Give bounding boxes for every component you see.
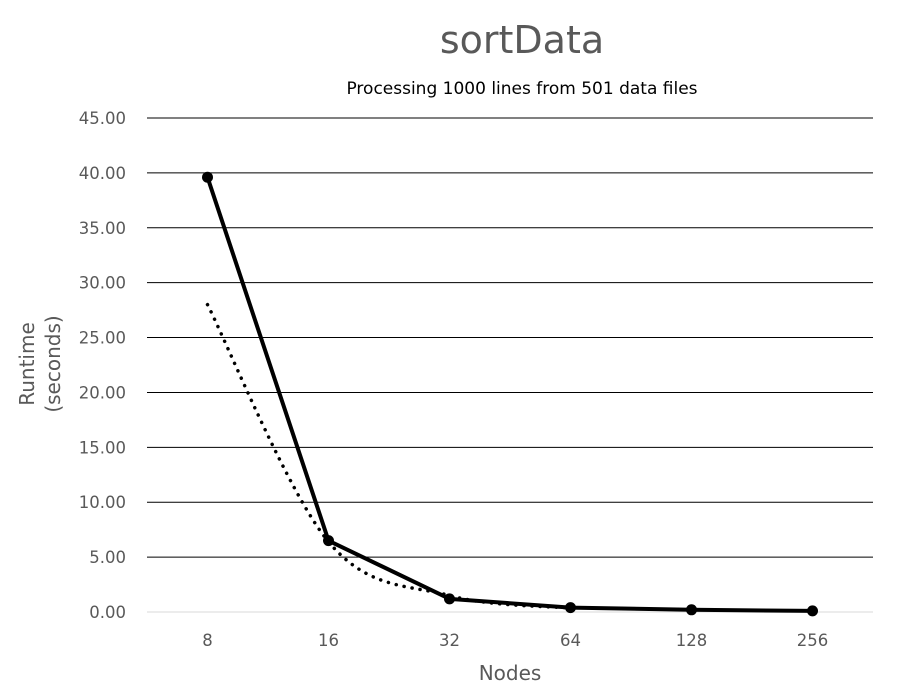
gridlines bbox=[147, 117, 873, 613]
y-axis-label-line-2: (seconds) bbox=[41, 315, 65, 412]
y-tick-label: 0.00 bbox=[89, 603, 126, 622]
series-line-0 bbox=[205, 176, 813, 613]
x-tick-labels: 8 16 32 64 128 256 bbox=[202, 631, 828, 650]
y-tick-labels: 0.00 5.00 10.00 15.00 20.00 25.00 30.00 35.00 40… bbox=[79, 109, 126, 622]
y-tick-label: 45.00 bbox=[79, 109, 126, 128]
data-point bbox=[202, 171, 213, 183]
y-tick-label: 20.00 bbox=[79, 383, 126, 402]
data-point bbox=[444, 593, 455, 605]
y-tick-label: 15.00 bbox=[79, 438, 126, 457]
y-tick-label: 30.00 bbox=[79, 274, 126, 293]
y-tick-label: 40.00 bbox=[79, 164, 126, 183]
x-tick-label: 64 bbox=[560, 631, 581, 650]
chart-subtitle: Processing 1000 lines from 501 data file… bbox=[346, 79, 697, 99]
x-axis-label: Nodes bbox=[479, 661, 542, 685]
x-tick-label: 8 bbox=[202, 631, 213, 650]
x-tick-label: 16 bbox=[318, 631, 339, 650]
data-point bbox=[807, 605, 818, 617]
data-point bbox=[686, 604, 697, 616]
y-tick-label: 25.00 bbox=[79, 329, 126, 348]
x-tick-label: 256 bbox=[797, 631, 829, 650]
series bbox=[202, 171, 818, 617]
chart-title: sortData bbox=[440, 18, 604, 62]
trendline-series-1 bbox=[205, 302, 573, 610]
y-tick-label: 10.00 bbox=[79, 493, 126, 512]
y-tick-label: 5.00 bbox=[89, 548, 126, 567]
x-tick-label: 128 bbox=[676, 631, 708, 650]
data-point bbox=[565, 602, 576, 614]
y-tick-label: 35.00 bbox=[79, 219, 126, 238]
x-tick-label: 32 bbox=[439, 631, 460, 650]
y-axis-label-line-1: Runtime bbox=[15, 322, 39, 406]
y-axis-label: Runtime (seconds) bbox=[15, 315, 65, 412]
